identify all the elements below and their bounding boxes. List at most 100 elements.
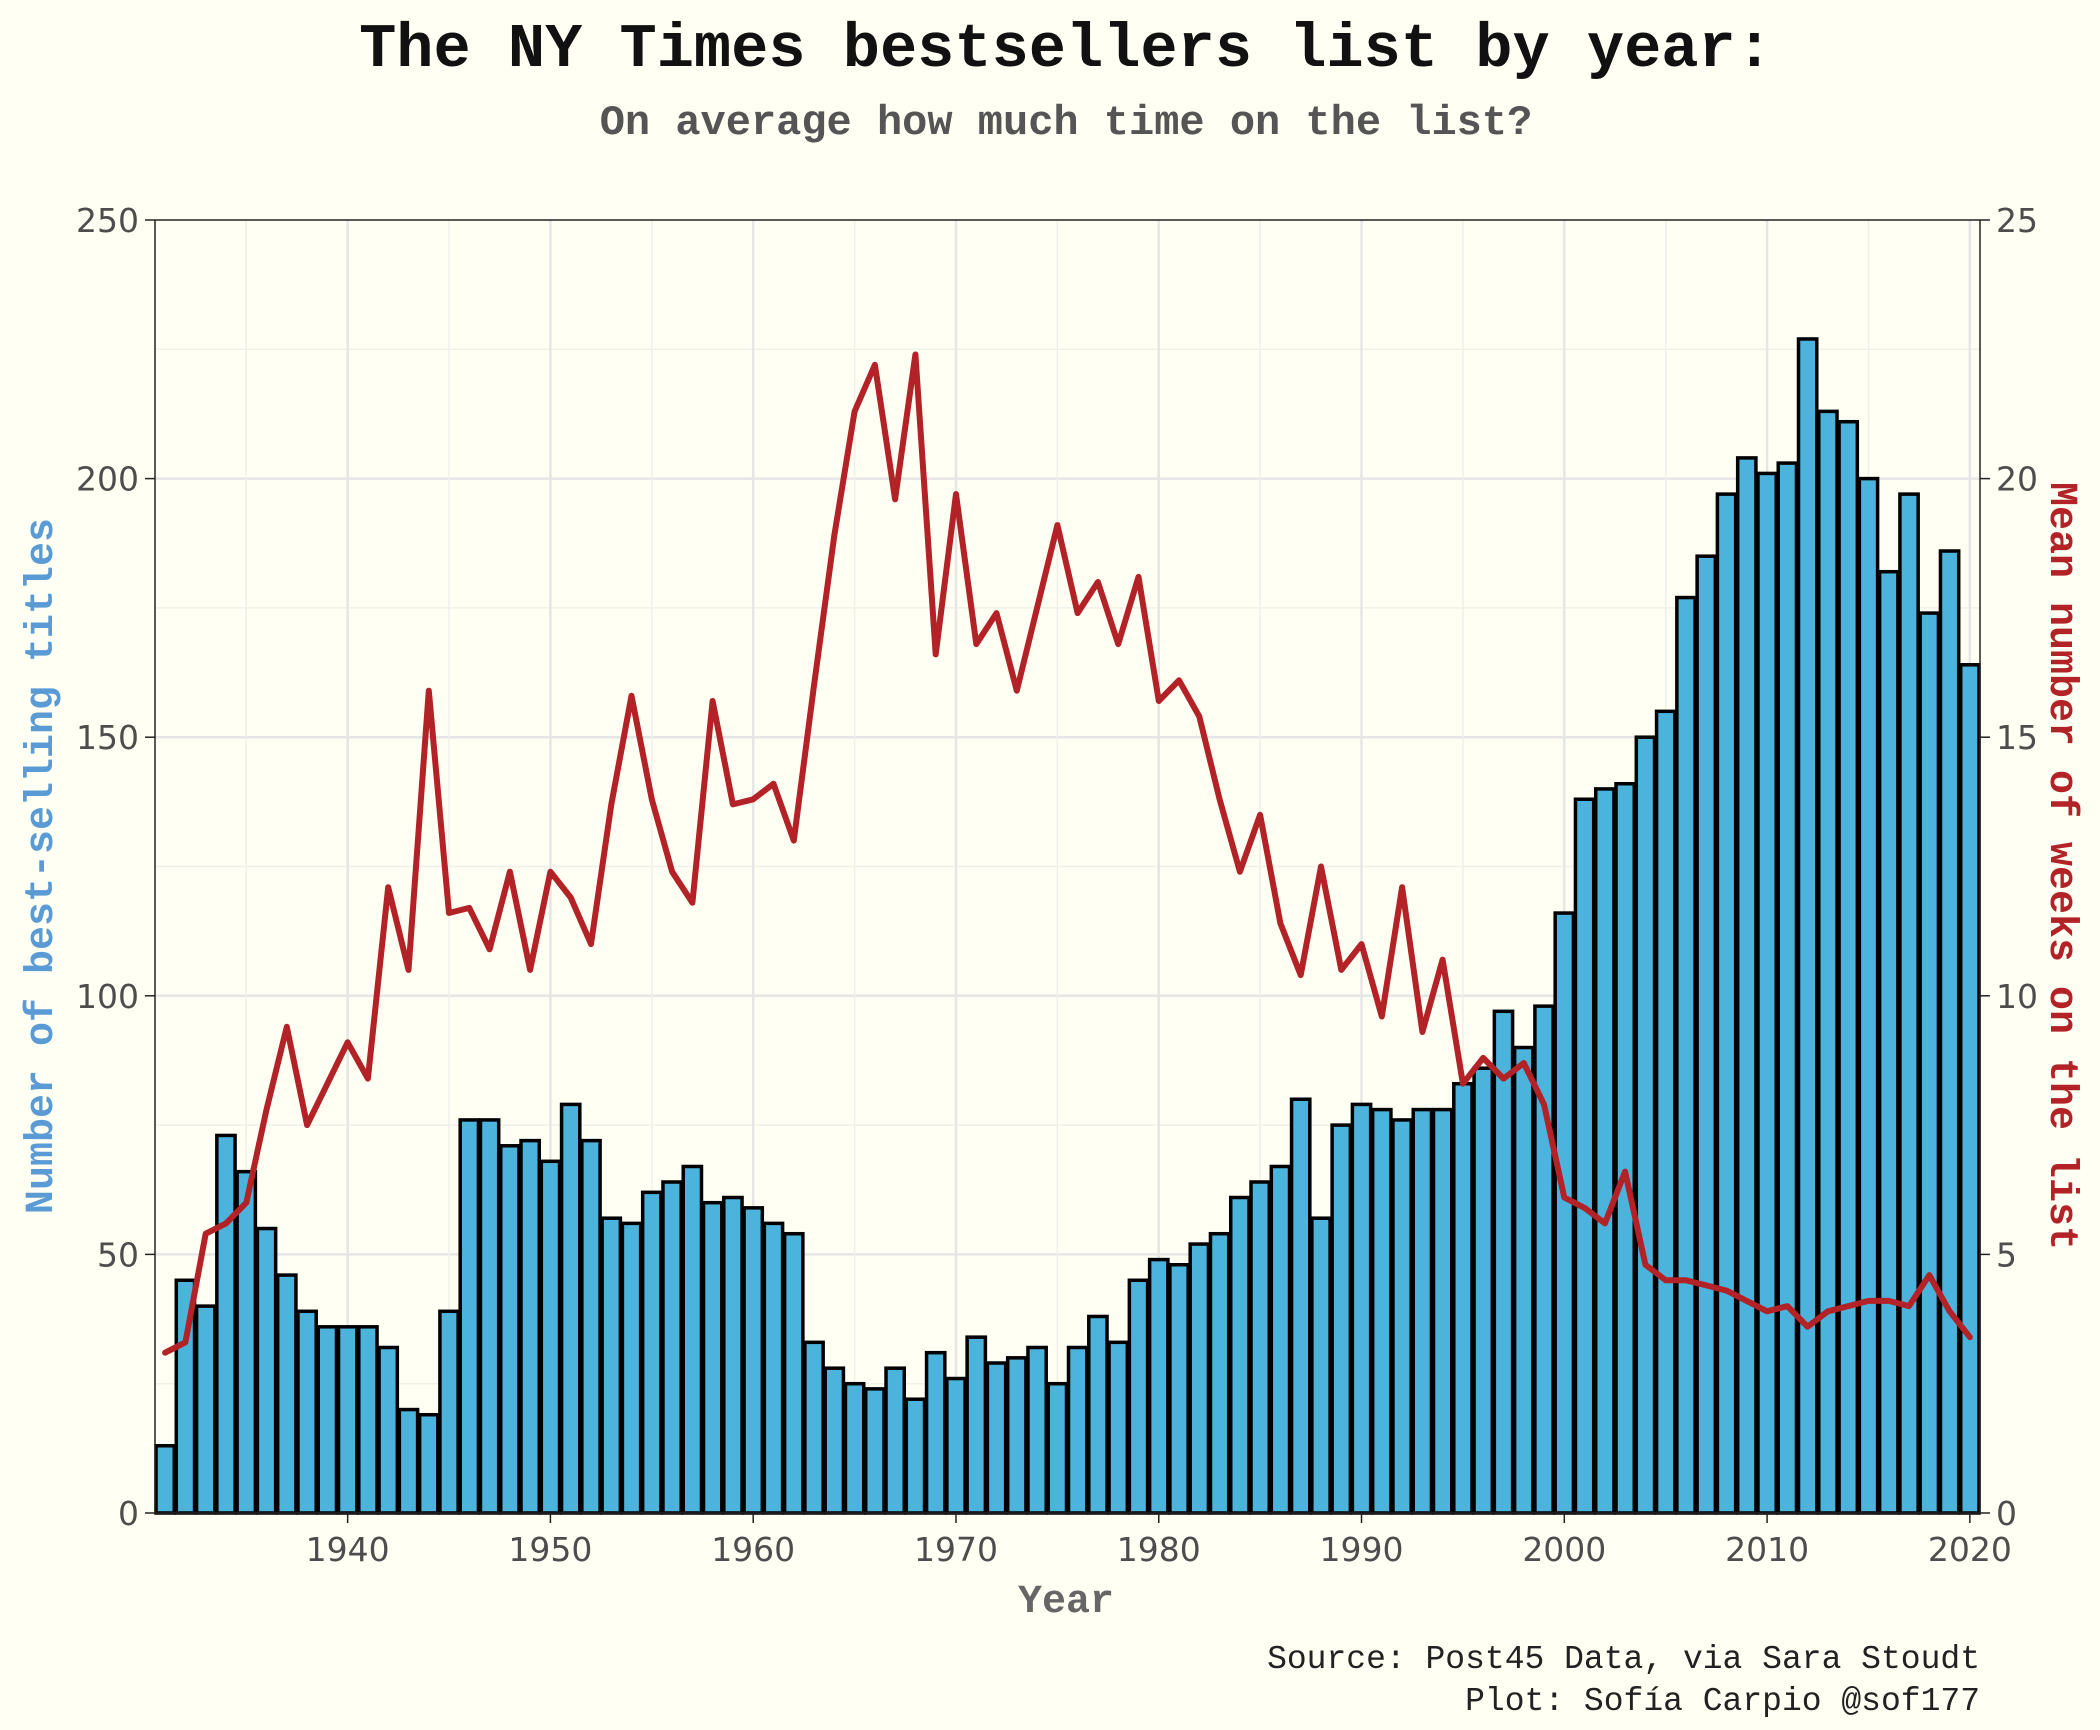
bar bbox=[478, 1118, 501, 1515]
y2-axis-label: Mean number of weeks on the list bbox=[2038, 482, 2083, 1250]
bar bbox=[1411, 1107, 1434, 1515]
bar bbox=[194, 1304, 217, 1515]
bar bbox=[1026, 1345, 1048, 1515]
bar bbox=[215, 1133, 237, 1515]
bar bbox=[275, 1273, 298, 1515]
caption-plot: Plot: Sofía Carpio @sof177 bbox=[1465, 1683, 1980, 1720]
y-tick-label: 150 bbox=[76, 718, 139, 757]
chart-title: The NY Times bestsellers list by year: bbox=[359, 14, 1773, 85]
bar bbox=[357, 1325, 379, 1515]
bar bbox=[255, 1226, 278, 1515]
caption-source: Source: Post45 Data, via Sara Stoudt bbox=[1267, 1641, 1980, 1678]
bar bbox=[1066, 1345, 1089, 1515]
x-tick-label: 1980 bbox=[1117, 1530, 1201, 1569]
bar bbox=[1249, 1180, 1272, 1515]
bar bbox=[336, 1325, 359, 1515]
bar bbox=[1431, 1107, 1454, 1515]
bar bbox=[1553, 911, 1576, 1515]
bar bbox=[1168, 1262, 1190, 1515]
bar bbox=[1188, 1242, 1211, 1515]
bar bbox=[1310, 1216, 1332, 1515]
bar bbox=[1107, 1340, 1130, 1515]
bar bbox=[1938, 549, 1961, 1515]
bar bbox=[823, 1366, 846, 1515]
bar bbox=[1269, 1164, 1292, 1515]
bar bbox=[1715, 492, 1738, 1515]
bar bbox=[1756, 471, 1778, 1515]
bar bbox=[539, 1159, 562, 1515]
bar bbox=[1918, 611, 1941, 1515]
bar bbox=[438, 1309, 460, 1515]
bar bbox=[580, 1138, 602, 1515]
bar bbox=[235, 1169, 258, 1515]
bar bbox=[1127, 1278, 1150, 1515]
x-tick-label: 1950 bbox=[508, 1530, 592, 1569]
bar bbox=[904, 1397, 927, 1515]
bar bbox=[1877, 569, 1900, 1515]
chart-subtitle: On average how much time on the list? bbox=[600, 99, 1533, 147]
bar bbox=[1228, 1195, 1251, 1515]
x-axis-label: Year bbox=[1018, 1580, 1114, 1625]
bar bbox=[1857, 476, 1880, 1515]
bar bbox=[1350, 1102, 1373, 1515]
bar bbox=[722, 1195, 744, 1515]
y2-tick-label: 0 bbox=[1996, 1494, 2017, 1533]
bar bbox=[1391, 1118, 1413, 1515]
bar bbox=[1472, 1066, 1495, 1515]
bar bbox=[397, 1407, 420, 1515]
x-tick-label: 1970 bbox=[914, 1530, 998, 1569]
x-tick-label: 1990 bbox=[1320, 1530, 1404, 1569]
bar bbox=[1087, 1314, 1109, 1515]
bar bbox=[519, 1138, 542, 1515]
bar bbox=[945, 1376, 967, 1515]
bar bbox=[498, 1144, 521, 1515]
bar bbox=[701, 1200, 724, 1515]
bar bbox=[559, 1102, 582, 1515]
bar bbox=[985, 1361, 1008, 1515]
bar bbox=[640, 1190, 663, 1515]
line-series bbox=[162, 351, 1973, 1356]
y-tick-label: 0 bbox=[118, 1494, 139, 1533]
bar bbox=[1654, 709, 1677, 1515]
bar bbox=[377, 1345, 400, 1515]
weeks-line bbox=[162, 351, 1973, 1356]
bar bbox=[1330, 1123, 1353, 1515]
bar bbox=[1898, 492, 1920, 1515]
bar bbox=[417, 1412, 440, 1515]
y-axis-label: Number of best-selling titles bbox=[20, 518, 65, 1214]
y2-axis-ticks: 0 5 10 15 20 25 bbox=[1980, 201, 2038, 1533]
bar bbox=[884, 1366, 907, 1515]
y-tick-label: 200 bbox=[76, 460, 139, 499]
x-tick-label: 2010 bbox=[1725, 1530, 1809, 1569]
bar bbox=[1046, 1381, 1069, 1515]
y2-tick-label: 25 bbox=[1996, 201, 2038, 240]
bar bbox=[863, 1387, 886, 1515]
y-axis-ticks: 0 50 100 150 200 250 bbox=[76, 201, 155, 1533]
bar bbox=[1533, 1004, 1555, 1515]
y-tick-label: 250 bbox=[76, 201, 139, 240]
x-axis-ticks: 1940 1950 1960 1970 1980 1990 2000 2010 2020 bbox=[306, 1513, 2012, 1569]
x-tick-label: 1960 bbox=[711, 1530, 795, 1569]
x-tick-label: 2000 bbox=[1522, 1530, 1606, 1569]
bar bbox=[1776, 461, 1799, 1515]
bar bbox=[762, 1221, 785, 1515]
bar bbox=[661, 1180, 683, 1515]
bar bbox=[154, 1444, 177, 1515]
bar bbox=[458, 1118, 481, 1515]
bar bbox=[782, 1231, 805, 1515]
bar bbox=[1208, 1231, 1231, 1515]
bar bbox=[1735, 456, 1758, 1515]
y2-tick-label: 15 bbox=[1996, 718, 2038, 757]
bar bbox=[1614, 781, 1637, 1515]
bar bbox=[1573, 797, 1596, 1515]
bar bbox=[965, 1335, 988, 1515]
x-tick-label: 1940 bbox=[306, 1530, 390, 1569]
y-tick-label: 50 bbox=[97, 1235, 139, 1274]
bar bbox=[803, 1340, 825, 1515]
x-tick-label: 2020 bbox=[1928, 1530, 2012, 1569]
bar bbox=[843, 1381, 866, 1515]
bar bbox=[1147, 1257, 1170, 1515]
bar bbox=[681, 1164, 704, 1515]
